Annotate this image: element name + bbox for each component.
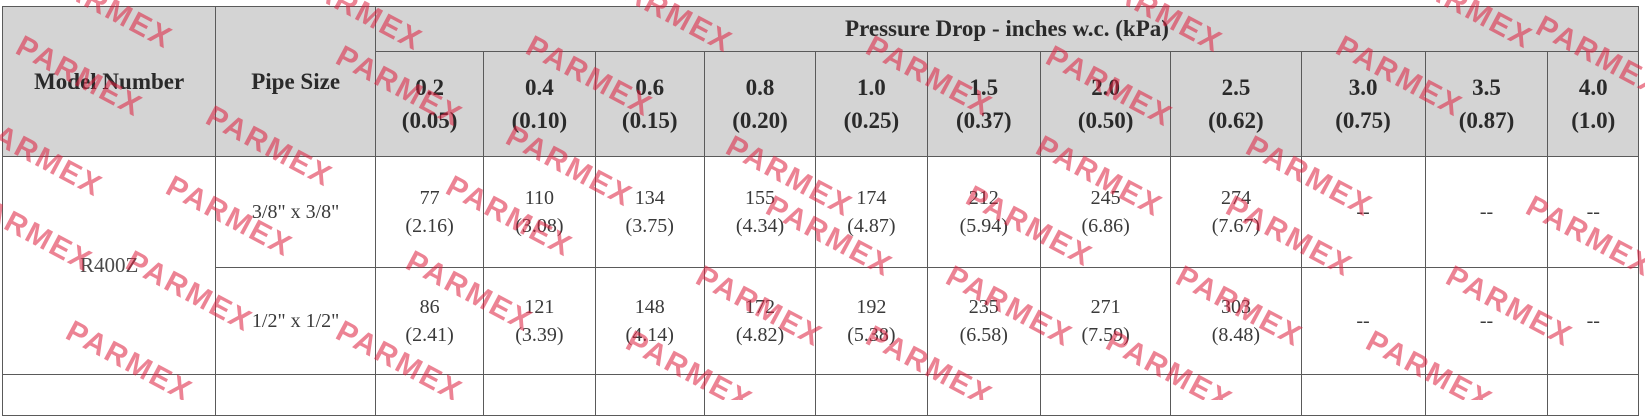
empty-cell — [703, 374, 817, 416]
flow-cell: 212 (5.94) — [926, 156, 1042, 268]
pressure-col-header: 3.5 (0.87) — [1424, 51, 1549, 157]
flow-cell: -- — [1547, 267, 1639, 375]
flow-cell: 77 (2.16) — [374, 156, 485, 268]
flow-cell: -- — [1424, 156, 1549, 268]
flow-cell: 148 (4.14) — [594, 267, 705, 375]
flow-cell: 271 (7.59) — [1040, 267, 1172, 375]
empty-cell — [1040, 374, 1172, 416]
flow-cell: 174 (4.87) — [815, 156, 928, 268]
empty-cell — [483, 374, 596, 416]
pressure-col-header: 2.0 (0.50) — [1040, 51, 1172, 157]
empty-cell — [1424, 374, 1549, 416]
pipe-size-header: Pipe Size — [215, 6, 376, 157]
flow-cell: 245 (6.86) — [1040, 156, 1172, 268]
pressure-col-header: 1.5 (0.37) — [926, 51, 1042, 157]
empty-cell — [815, 374, 928, 416]
flow-cell: -- — [1300, 156, 1426, 268]
model-cell: R400Z — [1, 156, 217, 375]
flow-cell: 235 (6.58) — [926, 267, 1042, 375]
flow-cell: 172 (4.82) — [703, 267, 817, 375]
empty-cell — [594, 374, 705, 416]
pressure-col-header: 4.0 (1.0) — [1547, 51, 1639, 157]
table-row-partial — [1, 374, 1639, 416]
flow-cell: 303 (8.48) — [1170, 267, 1302, 375]
empty-cell — [215, 374, 376, 416]
pressure-col-header: 0.2 (0.05) — [374, 51, 485, 157]
pressure-column-headers: 0.2 (0.05) 0.4 (0.10) 0.6 (0.15) 0.8 (0.20) … — [3, 51, 1639, 157]
empty-cell — [1547, 374, 1639, 416]
flow-cell: 274 (7.67) — [1170, 156, 1302, 268]
pressure-col-header: 2.5 (0.62) — [1170, 51, 1302, 157]
flow-cell: 155 (4.34) — [703, 156, 817, 268]
flow-cell: 192 (5.38) — [815, 267, 928, 375]
pressure-col-header: 0.8 (0.20) — [703, 51, 817, 157]
flow-cell: -- — [1300, 267, 1426, 375]
pipe-size-cell: 1/2" x 1/2" — [215, 267, 376, 375]
flow-cell: -- — [1424, 267, 1549, 375]
pressure-col-header: 3.0 (0.75) — [1300, 51, 1426, 157]
table-row: 1/2" x 1/2" 86 (2.41) 121 (3.39) 148 (4.14)… — [3, 267, 1639, 375]
empty-cell — [1170, 374, 1302, 416]
pressure-drop-table: Model Number Pipe Size Pressure Drop - i… — [1, 6, 1640, 416]
pressure-col-header: 1.0 (0.25) — [815, 51, 928, 157]
table-row: R400Z 3/8" x 3/8" 77 (2.16) 110 (3.08) 134… — [1, 156, 1639, 375]
model-number-header: Model Number — [1, 6, 217, 157]
empty-cell — [1300, 374, 1426, 416]
pressure-drop-header: Pressure Drop - inches w.c. (kPa) — [374, 6, 1640, 52]
pressure-col-header: 0.4 (0.10) — [483, 51, 596, 157]
empty-cell — [1, 374, 217, 416]
empty-cell — [926, 374, 1042, 416]
pipe-size-cell: 3/8" x 3/8" — [215, 156, 376, 268]
empty-cell — [374, 374, 485, 416]
flow-cell: 110 (3.08) — [483, 156, 596, 268]
flow-cell: -- — [1547, 156, 1639, 268]
pressure-col-header: 0.6 (0.15) — [594, 51, 705, 157]
flow-cell: 134 (3.75) — [594, 156, 705, 268]
flow-cell: 121 (3.39) — [483, 267, 596, 375]
flow-cell: 86 (2.41) — [374, 267, 485, 375]
